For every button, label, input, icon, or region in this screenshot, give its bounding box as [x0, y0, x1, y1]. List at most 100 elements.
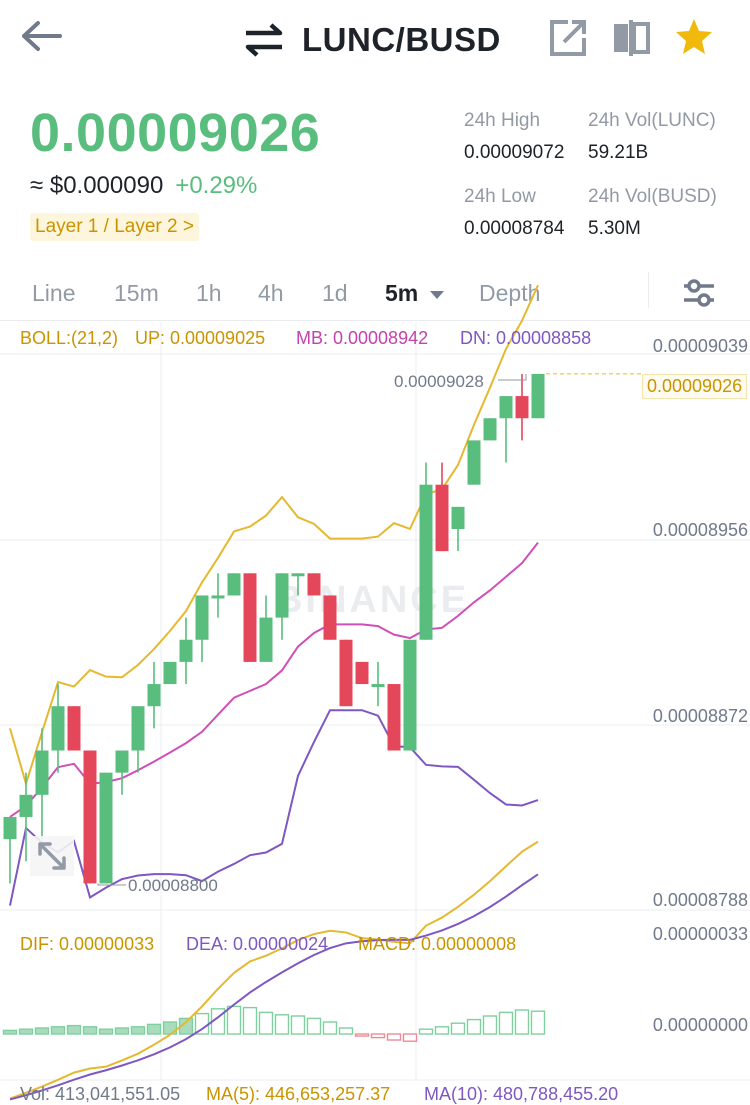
back-arrow-icon[interactable] [20, 18, 64, 56]
high-label: 24h High [464, 110, 541, 131]
candle-body [243, 573, 257, 662]
split-view-icon[interactable] [611, 18, 651, 58]
candle-body [499, 396, 513, 419]
candle-body [147, 684, 161, 707]
candle-body [51, 706, 65, 751]
macd-bar [114, 1027, 130, 1035]
swap-icon [245, 23, 283, 57]
candle-body [531, 373, 545, 419]
vol-busd-value: 5.30M [588, 218, 641, 239]
macd-bar [274, 1014, 290, 1035]
share-icon[interactable] [548, 18, 588, 58]
macd-bar [2, 1029, 18, 1035]
macd-bar [482, 1015, 498, 1035]
candle-body [35, 750, 49, 795]
high-value: 0.00009072 [464, 142, 565, 163]
macd-bar [50, 1026, 66, 1035]
macd-bar [242, 1006, 258, 1035]
star-icon[interactable] [674, 17, 714, 57]
min-price-mark: 0.00008800 [128, 876, 218, 895]
macd-bar [338, 1027, 354, 1035]
boll-dn-line [9, 709, 539, 906]
tab-1d[interactable]: 1d [322, 280, 348, 306]
macd-dif: DIF: 0.00000033 [20, 934, 155, 954]
candle-body [115, 750, 129, 773]
tabs-divider [0, 320, 750, 321]
macd-axis-zero: 0.00000000 [652, 1015, 748, 1035]
macd-bar [82, 1026, 98, 1035]
watermark: BINANCE [275, 579, 469, 621]
candle-body [307, 573, 321, 596]
tab-15m[interactable]: 15m [114, 280, 159, 306]
macd-bar [370, 1033, 386, 1039]
tab-1h[interactable]: 1h [196, 280, 222, 306]
macd-bar [322, 1021, 338, 1035]
tab-line[interactable]: Line [32, 280, 76, 306]
boll-dn: DN: 0.00008858 [460, 328, 592, 348]
candle-body [67, 706, 81, 751]
candle-body [323, 595, 337, 640]
macd-bar [514, 1009, 530, 1035]
macd-bar [386, 1033, 402, 1041]
max-price-mark: 0.00009028 [394, 372, 484, 391]
pair-title: LUNC/BUSD [302, 21, 501, 58]
category-tag[interactable]: Layer 1 / Layer 2 > [30, 213, 199, 241]
macd-bar [434, 1026, 450, 1035]
tab-5m[interactable]: 5m [385, 280, 445, 307]
candle-body [339, 639, 353, 707]
settings-sliders-icon[interactable] [682, 276, 716, 310]
macd-bar [226, 1005, 242, 1035]
price-axis-label: 0.00008788 [652, 890, 748, 910]
candle-body [227, 573, 241, 596]
price-change: +0.29% [175, 172, 258, 199]
macd-bar [290, 1015, 306, 1035]
tab-separator [648, 272, 649, 308]
min-mark-connector [97, 883, 126, 886]
vol-lunc-label: 24h Vol(LUNC) [588, 110, 716, 131]
candle-body [435, 484, 449, 552]
candle-body [163, 661, 177, 685]
candle-body [83, 750, 97, 884]
macd-dea-line [9, 873, 539, 1101]
boll-up: UP: 0.00009025 [135, 328, 266, 348]
macd-bar [498, 1011, 514, 1035]
volume-ma10: MA(10): 480,788,455.20 [424, 1084, 619, 1104]
macd-bar [402, 1033, 418, 1042]
candle-body [483, 418, 497, 441]
candle-body [179, 639, 193, 662]
low-label: 24h Low [464, 186, 536, 207]
candle-body [403, 639, 417, 751]
tab-5m-label: 5m [385, 280, 419, 306]
expand-icon[interactable] [30, 836, 74, 876]
candle-body [515, 396, 529, 419]
candle-body [131, 706, 145, 751]
tab-4h[interactable]: 4h [258, 280, 284, 306]
macd-dea: DEA: 0.00000024 [186, 934, 329, 954]
candle-body [467, 440, 481, 485]
macd-bar [146, 1023, 162, 1035]
price-axis-label: 0.00008956 [652, 520, 748, 540]
candle-body [371, 684, 385, 688]
macd-bar [34, 1027, 50, 1035]
candle-body [387, 684, 401, 751]
macd-bar [418, 1028, 434, 1035]
macd-bar [98, 1028, 114, 1035]
low-value: 0.00008784 [464, 218, 565, 239]
macd-bar [258, 1011, 274, 1035]
vol-lunc-value: 59.21B [588, 142, 649, 163]
pair-selector[interactable]: LUNC/BUSD [244, 18, 501, 62]
candle-body [259, 617, 273, 662]
candle-body [291, 573, 305, 577]
max-mark-connector [498, 373, 527, 381]
candle-body [211, 595, 225, 599]
boll-name: BOLL:(21,2) [20, 328, 119, 348]
macd-dif-line [9, 840, 539, 1100]
macd-bar [354, 1033, 370, 1037]
macd-bar [18, 1028, 34, 1035]
macd-bar [130, 1026, 146, 1035]
candle-body [99, 772, 113, 884]
macd-bar [530, 1010, 546, 1035]
vol-busd-label: 24h Vol(BUSD) [588, 186, 717, 207]
macd-axis-top: 0.00000033 [652, 924, 748, 944]
